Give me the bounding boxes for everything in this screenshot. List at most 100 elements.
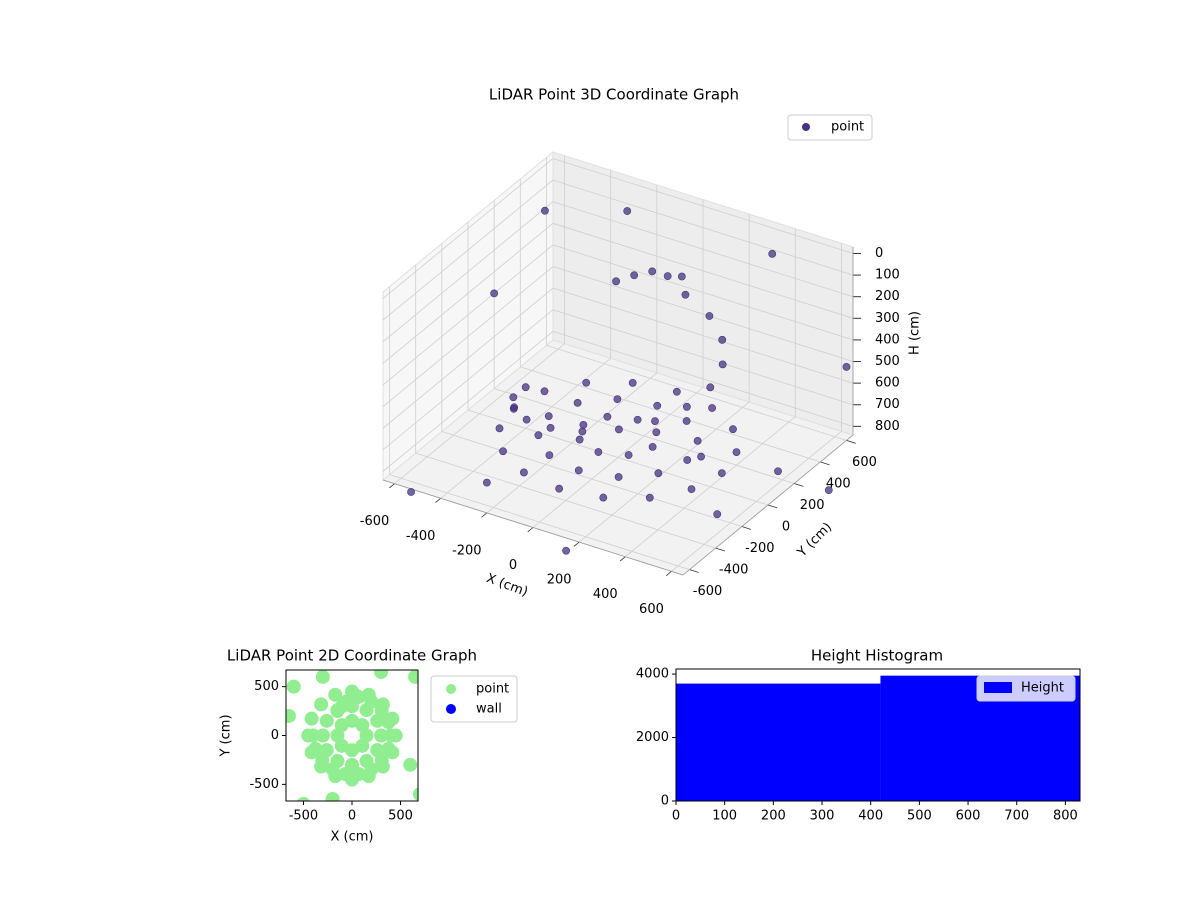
point	[693, 436, 702, 445]
point	[403, 757, 418, 772]
x-tick-label: 500	[388, 809, 413, 824]
point	[351, 767, 366, 782]
grid-line	[382, 309, 554, 451]
x-tick-label: 0	[509, 558, 517, 573]
x-tick-label: 400	[593, 587, 618, 602]
point	[534, 431, 543, 440]
point	[482, 478, 491, 487]
legend-marker	[446, 684, 456, 694]
point	[582, 378, 591, 387]
point	[697, 452, 705, 461]
point	[381, 715, 396, 730]
point	[574, 466, 583, 475]
grid-line	[552, 158, 854, 254]
y-tick-label: -500	[249, 777, 279, 792]
x-tick-label: 500	[907, 809, 932, 824]
point	[630, 271, 639, 280]
point	[541, 206, 549, 215]
x-tick-label: -600	[360, 514, 390, 529]
grid-line	[552, 266, 854, 362]
x-tick-label: 0	[672, 809, 680, 824]
point	[495, 424, 504, 433]
point	[521, 383, 530, 392]
tick-mark	[846, 440, 856, 444]
point	[624, 451, 633, 459]
legend-label: point	[831, 120, 864, 135]
grid-line	[441, 431, 742, 527]
x-tick-label: 200	[761, 809, 786, 824]
point	[544, 412, 553, 421]
point	[615, 425, 623, 434]
point	[732, 448, 741, 456]
point	[706, 383, 715, 392]
z-tick-label: 400	[875, 332, 900, 347]
point	[520, 468, 528, 477]
tick-mark	[820, 461, 830, 466]
point	[681, 290, 690, 299]
tick-mark	[794, 483, 804, 487]
point	[509, 404, 518, 413]
point	[381, 741, 396, 756]
point	[407, 488, 415, 496]
x-tick-label: -500	[289, 809, 319, 824]
point	[370, 713, 385, 728]
grid-line	[389, 474, 690, 570]
point	[682, 402, 691, 411]
point	[594, 448, 603, 456]
point	[412, 787, 418, 801]
axis-line	[382, 479, 684, 576]
chart-title: LiDAR Point 2D Coordinate Graph	[227, 647, 477, 665]
point	[653, 401, 662, 410]
z-tick-label: 100	[875, 268, 900, 283]
x-tick-label: 600	[639, 602, 664, 617]
point	[509, 393, 518, 402]
axes-frame	[675, 668, 1081, 802]
z-tick-label: 300	[875, 311, 900, 326]
legend-label: Height	[1021, 681, 1064, 696]
grid-line	[494, 388, 795, 484]
plot-area	[286, 670, 418, 801]
point	[612, 277, 620, 286]
point	[315, 728, 330, 743]
legend-marker	[984, 682, 1012, 693]
y-tick-label: 2000	[636, 730, 669, 745]
point	[325, 762, 340, 777]
z-tick-label: 800	[875, 419, 900, 434]
tick-mark	[741, 526, 752, 530]
x-tick-label: 200	[547, 573, 572, 588]
point	[824, 486, 833, 495]
point	[652, 428, 661, 437]
point	[718, 335, 727, 344]
point	[677, 272, 686, 281]
grid-line	[382, 223, 554, 364]
point	[306, 728, 321, 743]
x-tick-label: 100	[712, 809, 737, 824]
point	[687, 485, 696, 494]
legend-marker	[446, 704, 456, 714]
legend-marker	[802, 123, 810, 131]
y-tick-label: 200	[800, 498, 825, 513]
point	[304, 711, 319, 726]
x-tick-label: 400	[858, 809, 883, 824]
grid-line	[382, 158, 554, 299]
z-tick-label: 700	[875, 397, 900, 412]
y-tick-label: 0	[271, 728, 279, 743]
point	[555, 484, 564, 493]
point	[383, 728, 398, 743]
y-tick-label: -600	[693, 584, 723, 599]
point	[573, 398, 582, 407]
tick-mark	[481, 512, 488, 518]
point	[374, 753, 389, 768]
grid-line	[552, 201, 854, 298]
y-tick-label: 0	[661, 794, 669, 809]
tick-mark	[527, 527, 534, 533]
point	[546, 423, 555, 432]
z-axis-label: H (cm)	[908, 311, 923, 355]
point	[314, 697, 329, 712]
z-tick-label: 200	[875, 289, 900, 304]
point	[578, 427, 587, 436]
point	[355, 738, 370, 753]
axis-line	[682, 434, 854, 576]
point	[315, 753, 330, 768]
